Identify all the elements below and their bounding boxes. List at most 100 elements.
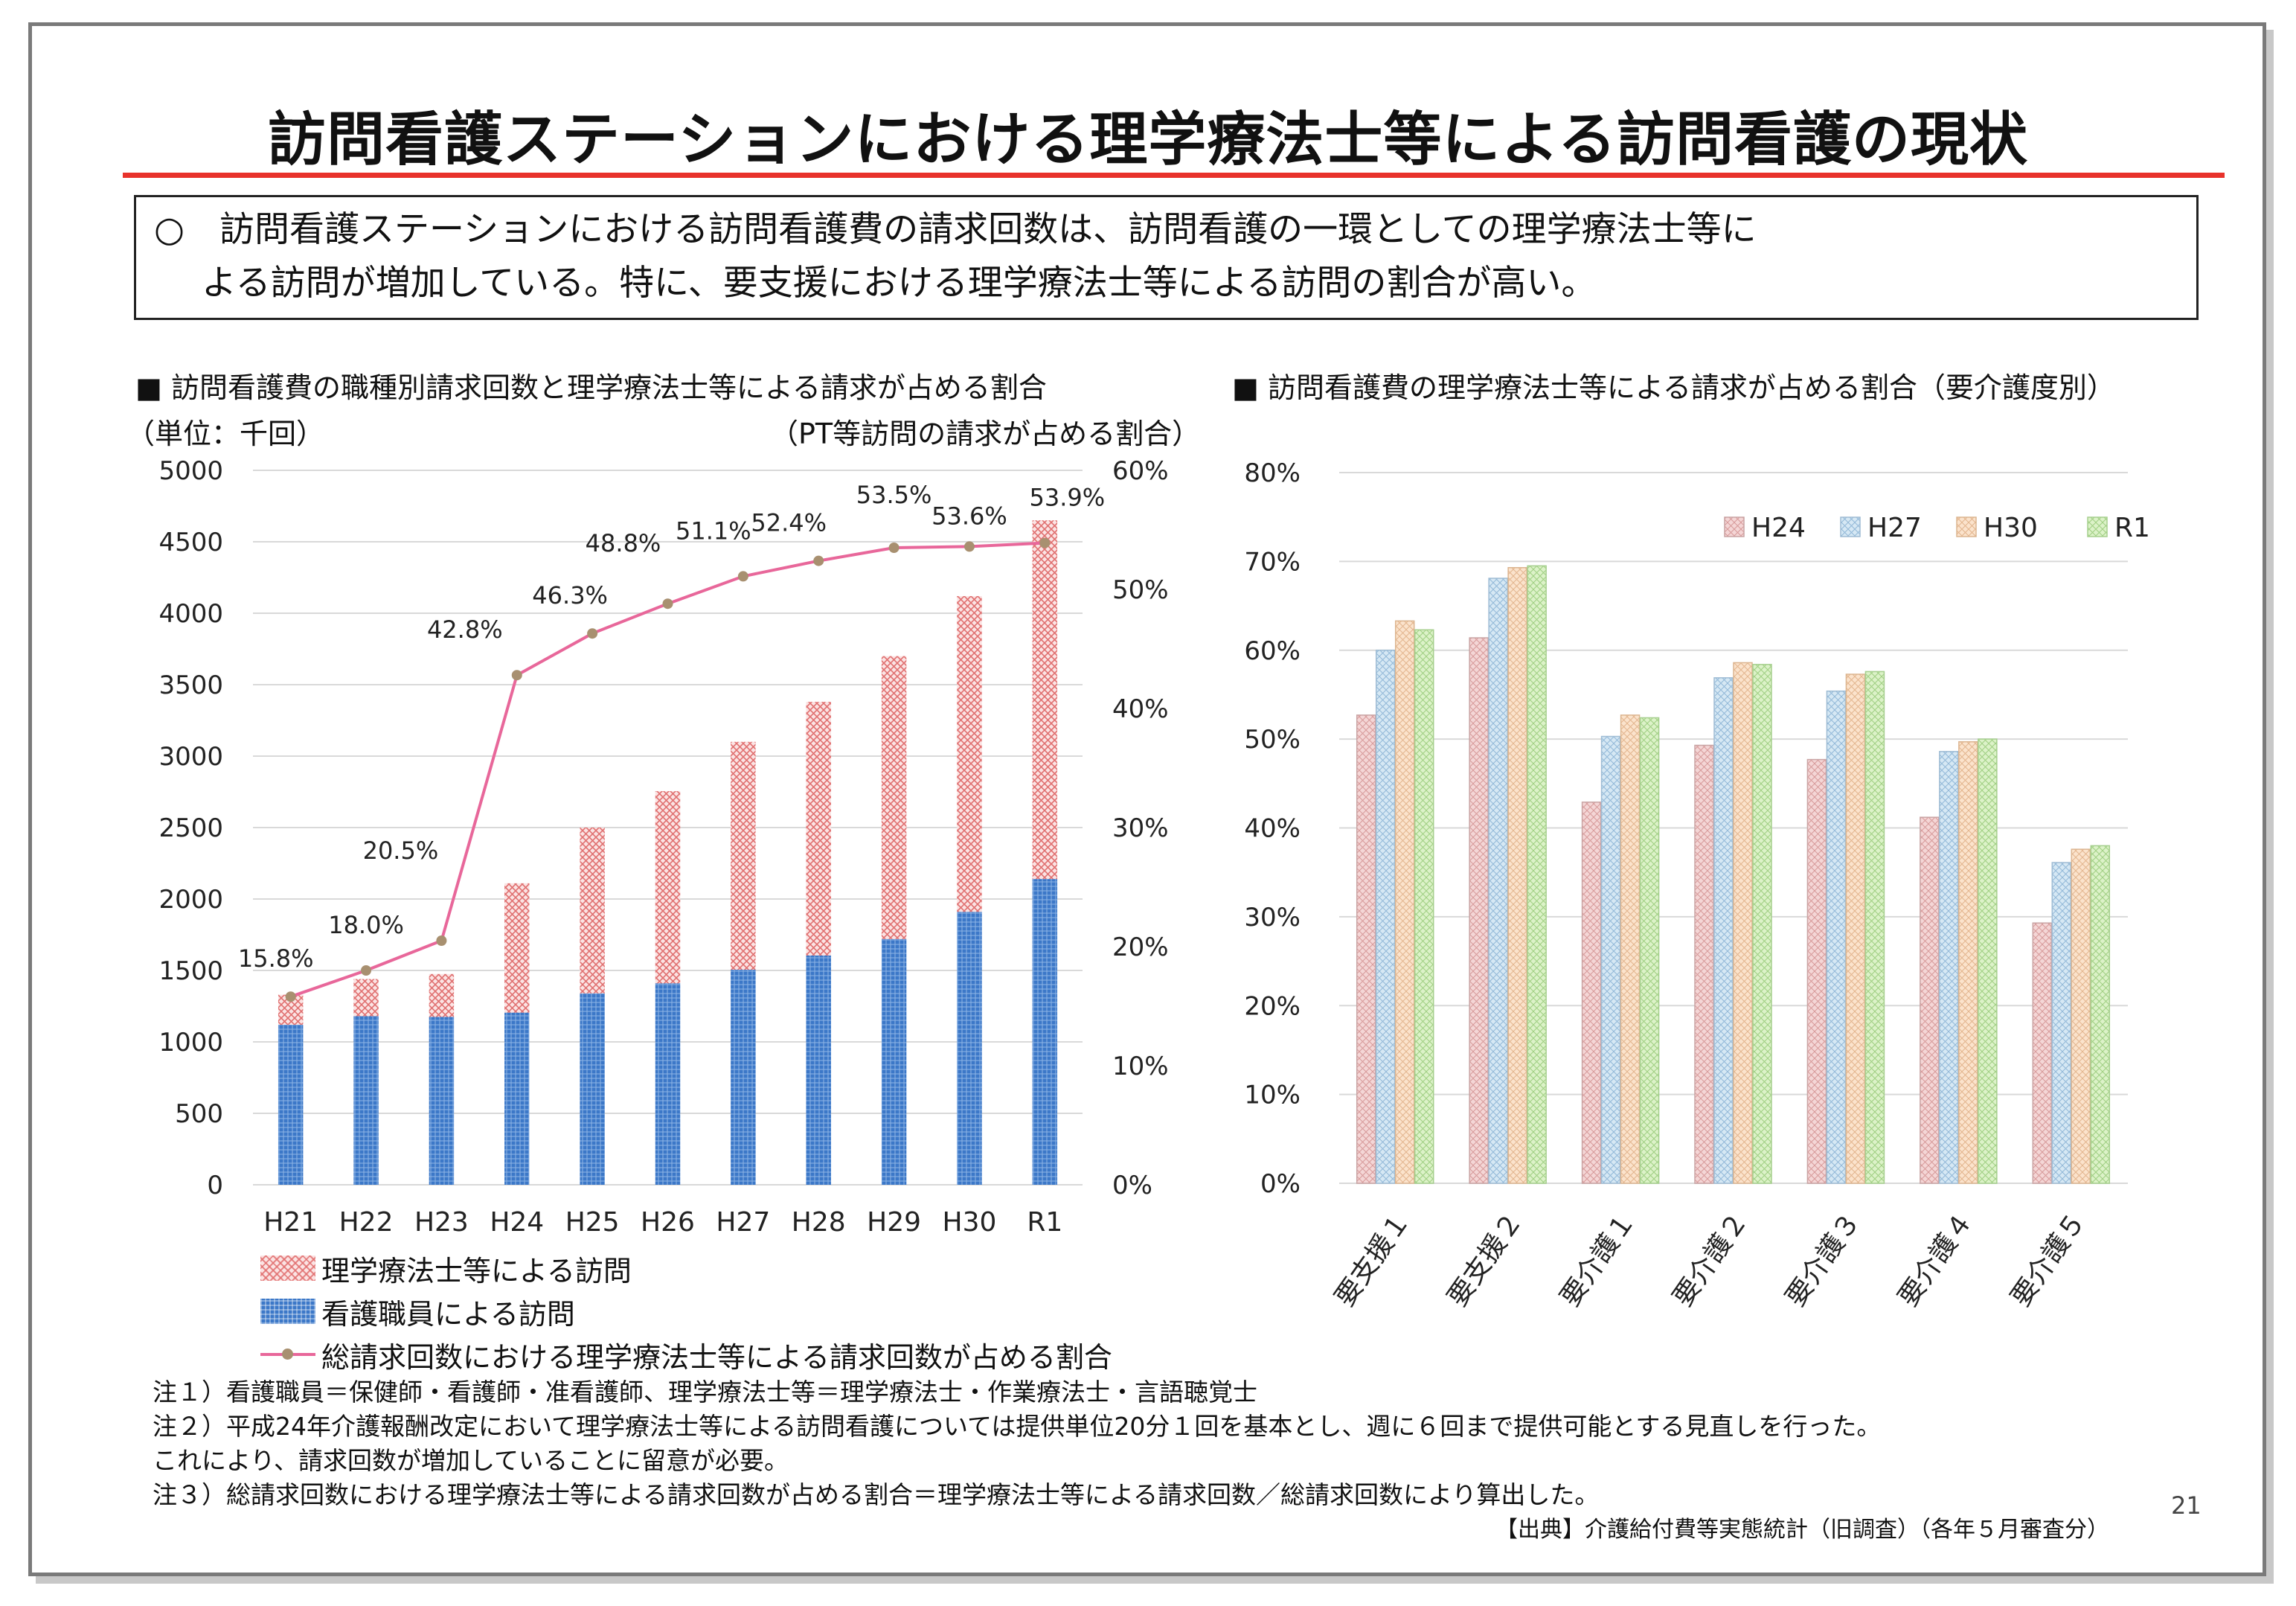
y2-tick-label: 50% [1112,575,1169,605]
bar-nurse [580,993,605,1185]
x-tick-label: H27 [716,1207,770,1238]
bar-nurse [353,1016,379,1185]
ratio-data-label: 20.5% [363,836,439,865]
bar-h30 [1958,740,1978,1184]
ratio-marker [436,935,447,946]
bar-h27 [1713,677,1734,1184]
y2-tick-label: 60% [1112,456,1169,486]
bar-pt [429,973,455,1017]
bar-h27 [1600,735,1621,1184]
summary-line-1: ○ 訪問看護ステーションにおける訪問看護費の請求回数は、訪問看護の一環としての理… [154,209,1757,250]
title-rule [123,173,2225,178]
page-number: 21 [2171,1491,2202,1520]
ratio-marker [1039,537,1051,548]
legend-label-r1: R1 [2114,513,2150,543]
bar-pt [957,595,982,912]
y-tick-label: 30% [1244,903,1301,932]
legend-swatch-pt [260,1255,315,1281]
y2-tick-label: 20% [1112,932,1169,962]
bar-pt [655,791,681,984]
x-tick-label: H29 [867,1207,921,1238]
y-tick-label: 3500 [158,671,223,700]
ratio-marker [963,541,975,552]
bar-r1 [1864,671,1885,1184]
y2-tick-label: 0% [1112,1171,1152,1200]
bar-nurse [957,912,982,1185]
bar-h24 [1581,802,1602,1184]
note-3: 注３）総請求回数における理学療法士等による請求回数が占める割合＝理学療法士等によ… [153,1480,1600,1509]
bar-pt [806,702,831,956]
notes: 注１）看護職員＝保健師・看護師・准看護師、理学療法士等＝理学療法士・作業療法士・… [153,1375,1881,1512]
y-tick-label: 3000 [158,742,223,772]
legend-label-h30: H30 [1984,513,2038,543]
bar-h30 [1845,674,1866,1184]
y-tick-label: 1000 [158,1028,223,1058]
ratio-data-label: 15.8% [238,944,314,973]
y-tick-label: 80% [1244,458,1301,488]
bar-h30 [1507,566,1527,1184]
legend-swatch-h24 [1724,516,1745,537]
bar-nurse [278,1024,304,1185]
bar-h27 [1488,578,1508,1184]
bar-nurse [429,1017,455,1185]
legend-swatch-ratio [260,1342,315,1367]
bar-r1 [1978,738,1998,1184]
y2-tick-label: 40% [1112,694,1169,724]
y-tick-label: 500 [175,1099,223,1129]
bar-nurse [731,970,756,1185]
legend-swatch-nurse [260,1299,315,1324]
ratio-data-label: 42.8% [427,615,503,644]
bar-h27 [1826,690,1847,1184]
slide-frame [28,22,2266,1576]
x-tick-label: H23 [414,1207,469,1238]
right-chart-heading: ■ 訪問看護費の理学療法士等による請求が占める割合（要介護度別） [1232,371,2115,404]
y2-tick-label: 10% [1112,1052,1169,1081]
ratio-marker [511,670,522,681]
bar-r1 [1414,629,1434,1184]
x-tick-label: 要支援２ [1442,1207,1528,1312]
y-tick-label: 1500 [158,956,223,986]
x-tick-label: R1 [1027,1207,1062,1238]
y-tick-label: 10% [1244,1081,1301,1110]
x-tick-label: 要介護１ [1555,1207,1641,1312]
ratio-data-label: 53.9% [1029,484,1105,512]
x-tick-label: H22 [339,1207,394,1238]
x-tick-label: H30 [943,1207,997,1238]
legend-swatch-h27 [1840,516,1861,537]
bar-nurse [881,938,907,1185]
left-chart: 0 500 1000 1500 2000 2500 3000 3500 4000 4500 5000… [158,456,1168,1238]
ratio-marker [662,598,673,610]
y-tick-label: 0% [1260,1169,1301,1199]
note-2-cont: これにより、請求回数が増加していることに留意が必要。 [153,1446,789,1475]
bar-h24 [1356,714,1376,1184]
summary-line-2: よる訪問が増加している。特に、要支援における理学療法士等による訪問の割合が高い。 [202,263,1597,304]
bar-nurse [806,955,831,1185]
bar-h24 [1920,816,1940,1184]
bar-nurse [655,983,681,1185]
ratio-marker [361,965,372,976]
note-2: 注２）平成24年介護報酬改定において理学療法士等による訪問看護については提供単位… [153,1412,1882,1441]
bar-pt [881,656,907,939]
y-tick-label: 5000 [158,456,223,486]
ratio-data-label: 46.3% [532,581,608,610]
x-tick-label: H21 [263,1207,318,1238]
legend-item-pt: 理学療法士等による訪問 [260,1247,1112,1290]
bar-pt [353,979,379,1017]
x-tick-label: 要介護２ [1667,1207,1754,1312]
y-tick-label: 4500 [158,528,223,557]
ratio-marker [285,991,296,1002]
legend-swatch-r1 [2087,516,2108,537]
legend-item-ratio: 総請求回数における理学療法士等による請求回数が占める割合 [260,1333,1112,1376]
ratio-marker [587,628,598,639]
left-unit-label: （単位：千回） [126,418,325,450]
x-tick-label: H26 [641,1207,695,1238]
ratio-data-label: 48.8% [586,529,661,557]
bar-r1 [2090,845,2111,1184]
ratio-data-label: 53.6% [931,502,1007,530]
bar-h27 [1939,751,1959,1184]
legend-label-h27: H27 [1867,513,1922,543]
bar-r1 [1527,565,1547,1184]
x-tick-label: H24 [490,1207,544,1238]
left-legend: 理学療法士等による訪問 看護職員による訪問 総請求回数における理学療法士等による… [260,1247,1112,1376]
legend-label-nurse: 看護職員による訪問 [321,1297,575,1331]
